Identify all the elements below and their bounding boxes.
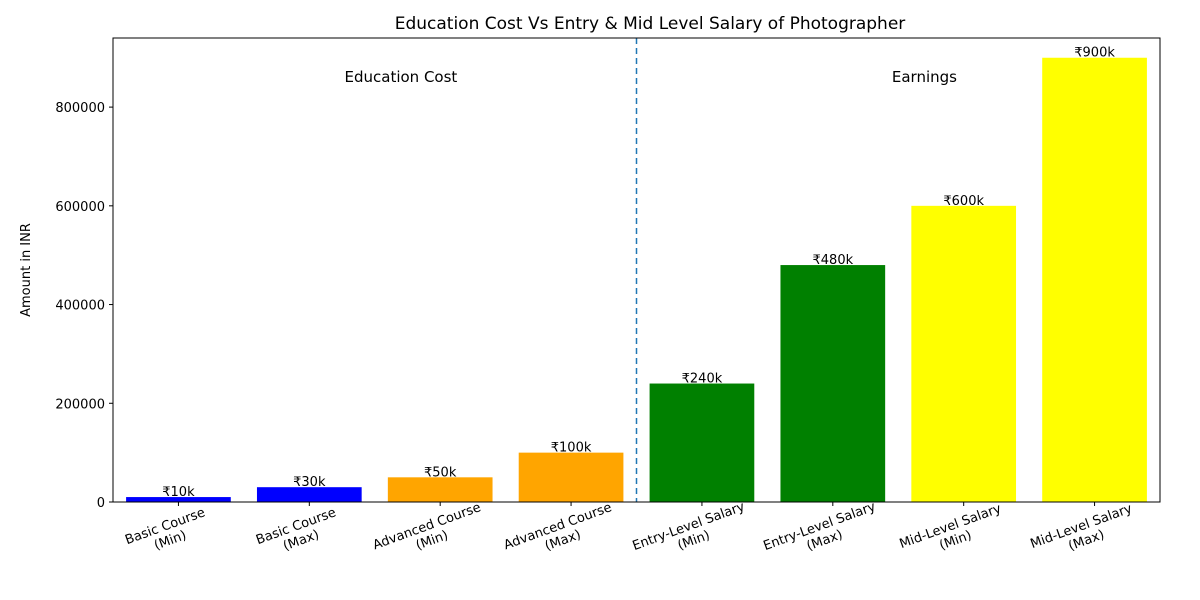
data-labels-layer: ₹10k ₹30k ₹50k ₹100k ₹240k ₹480k ₹600k ₹900k bbox=[162, 46, 1115, 500]
bars-layer bbox=[126, 57, 1147, 503]
x-ticks-layer: Basic Course(Min) Basic Course(Max) Advanc… bbox=[123, 499, 1139, 568]
x-tick-label-6: Entry-Level Salary(Max) bbox=[761, 499, 883, 568]
x-tick-label-5: Entry-Level Salary(Min) bbox=[631, 499, 753, 568]
x-tick-label-3: Advanced Course(Min) bbox=[371, 500, 488, 567]
y-tick-label-5: 800000 bbox=[55, 101, 105, 116]
data-label-3: ₹50k bbox=[424, 465, 457, 480]
data-label-1: ₹10k bbox=[162, 485, 195, 500]
x-tick-label-4: Advanced Course(Max) bbox=[502, 500, 619, 567]
data-label-2: ₹30k bbox=[293, 475, 326, 490]
bar-3 bbox=[387, 477, 493, 502]
data-label-6: ₹480k bbox=[813, 253, 854, 268]
y-tick-label-1: 0 bbox=[97, 496, 105, 511]
chart-title: Education Cost Vs Entry & Mid Level Sala… bbox=[395, 14, 906, 34]
x-tick-label-7: Mid-Level Salary(Min) bbox=[898, 501, 1009, 566]
bar-2 bbox=[256, 487, 362, 502]
bar-8 bbox=[1042, 57, 1147, 502]
x-tick-label-8: Mid-Level Salary(Max) bbox=[1028, 501, 1139, 566]
y-tick-label-3: 400000 bbox=[55, 299, 105, 314]
bar-4 bbox=[518, 452, 624, 502]
data-label-4: ₹100k bbox=[551, 441, 592, 456]
x-tick-label-1: Basic Course(Min) bbox=[123, 505, 212, 562]
section-label-earnings: Earnings bbox=[892, 68, 957, 86]
x-tick-label-2: Basic Course(Max) bbox=[254, 505, 343, 562]
data-label-7: ₹600k bbox=[943, 194, 984, 209]
bar-7 bbox=[911, 205, 1017, 503]
y-ticks-layer: 0 200000 400000 600000 800000 bbox=[55, 101, 113, 511]
data-label-5: ₹240k bbox=[682, 372, 723, 387]
y-tick-label-4: 600000 bbox=[55, 200, 105, 215]
bar-6 bbox=[780, 265, 886, 502]
plot-frame bbox=[112, 37, 1161, 503]
data-label-8: ₹900k bbox=[1074, 46, 1115, 61]
section-label-education-cost: Education Cost bbox=[345, 68, 458, 86]
bar-5 bbox=[649, 383, 755, 502]
bar-1 bbox=[126, 497, 231, 502]
y-axis-label: Amount in INR bbox=[19, 223, 34, 317]
y-tick-label-2: 200000 bbox=[55, 397, 105, 412]
